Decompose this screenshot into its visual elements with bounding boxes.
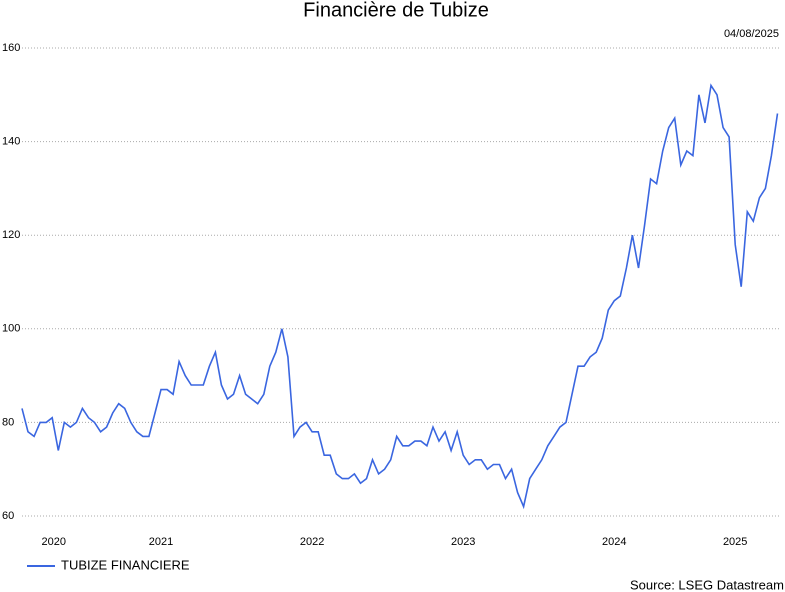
date-label: 04/08/2025 xyxy=(724,28,779,40)
source-label: Source: LSEG Datastream xyxy=(630,577,784,592)
legend-label: TUBIZE FINANCIERE xyxy=(61,557,190,572)
y-tick-label: 60 xyxy=(2,510,14,522)
x-tick-label: 2021 xyxy=(149,536,173,548)
x-tick-label: 2022 xyxy=(300,536,324,548)
y-tick-label: 140 xyxy=(2,136,20,148)
y-tick-label: 80 xyxy=(2,416,14,428)
y-tick-label: 100 xyxy=(2,323,20,335)
x-tick-label: 2025 xyxy=(723,536,747,548)
y-tick-label: 120 xyxy=(2,229,20,241)
y-tick-label: 160 xyxy=(2,42,20,54)
line-series xyxy=(21,83,779,510)
x-tick-label: 2020 xyxy=(41,536,65,548)
chart-title: Financière de Tubize xyxy=(303,0,489,21)
x-tick-label: 2023 xyxy=(451,536,475,548)
x-tick-label: 2024 xyxy=(602,536,626,548)
